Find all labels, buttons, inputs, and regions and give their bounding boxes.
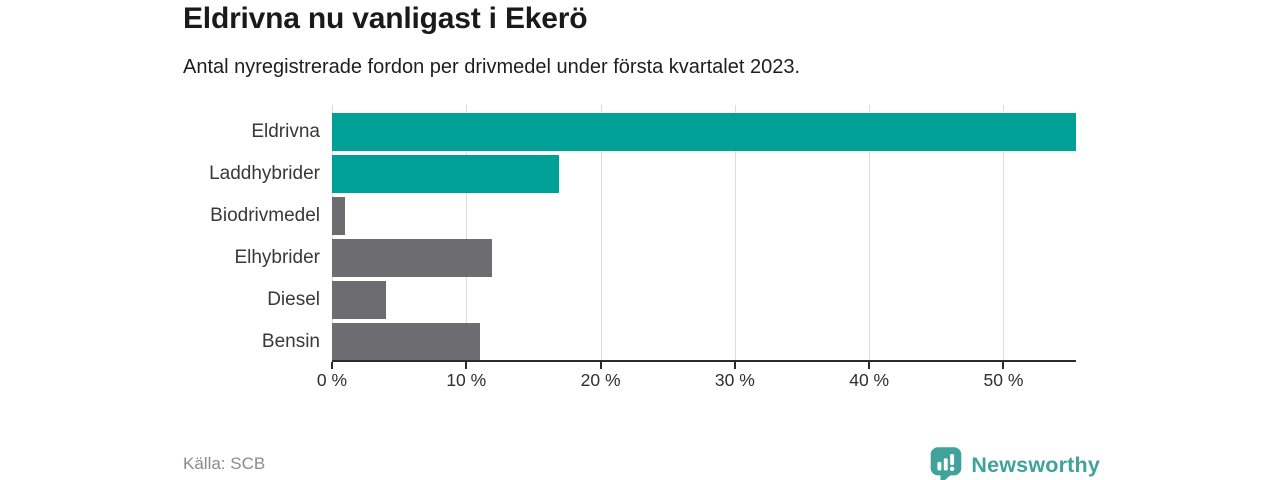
category-label-elhybrider: Elhybrider	[234, 247, 320, 268]
x-tick	[599, 362, 602, 369]
bar-biodrivmedel	[332, 197, 346, 235]
gridline	[600, 105, 602, 361]
x-tick-label: 40 %	[849, 370, 890, 390]
x-tick	[1002, 362, 1005, 369]
x-tick	[465, 362, 468, 369]
bar-diesel	[332, 281, 386, 319]
gridline	[734, 105, 736, 361]
bar-elhybrider	[332, 239, 492, 277]
chart-subtitle: Antal nyregistrerade fordon per drivmede…	[183, 56, 801, 78]
category-label-diesel: Diesel	[267, 289, 320, 310]
x-tick-label: 50 %	[983, 370, 1024, 390]
x-tick	[733, 362, 736, 369]
category-label-laddhybrider: Laddhybrider	[209, 163, 320, 184]
source-label: Källa: SCB	[183, 454, 266, 473]
gridline	[869, 105, 871, 361]
newsworthy-icon	[929, 446, 963, 480]
x-axis-line	[332, 360, 1076, 362]
category-label-biodrivmedel: Biodrivmedel	[210, 205, 320, 226]
gridline	[1003, 105, 1005, 361]
x-tick	[331, 362, 333, 369]
x-tick	[868, 362, 871, 369]
plot-area	[332, 105, 1076, 361]
brand-name: Newsworthy	[971, 452, 1100, 477]
x-tick-label: 30 %	[714, 370, 755, 390]
bar-eldrivna	[332, 113, 1076, 151]
bar-laddhybrider	[332, 155, 559, 193]
category-label-eldrivna: Eldrivna	[251, 121, 320, 142]
x-tick-label: 20 %	[580, 370, 621, 390]
brand-logo: Newsworthy	[929, 446, 1100, 480]
chart-title: Eldrivna nu vanligast i Ekerö	[183, 2, 588, 35]
gridline	[466, 105, 468, 361]
bar-bensin	[332, 323, 480, 361]
x-tick-label: 10 %	[446, 370, 487, 390]
x-tick-label: 0 %	[316, 370, 348, 390]
category-label-bensin: Bensin	[261, 331, 320, 352]
